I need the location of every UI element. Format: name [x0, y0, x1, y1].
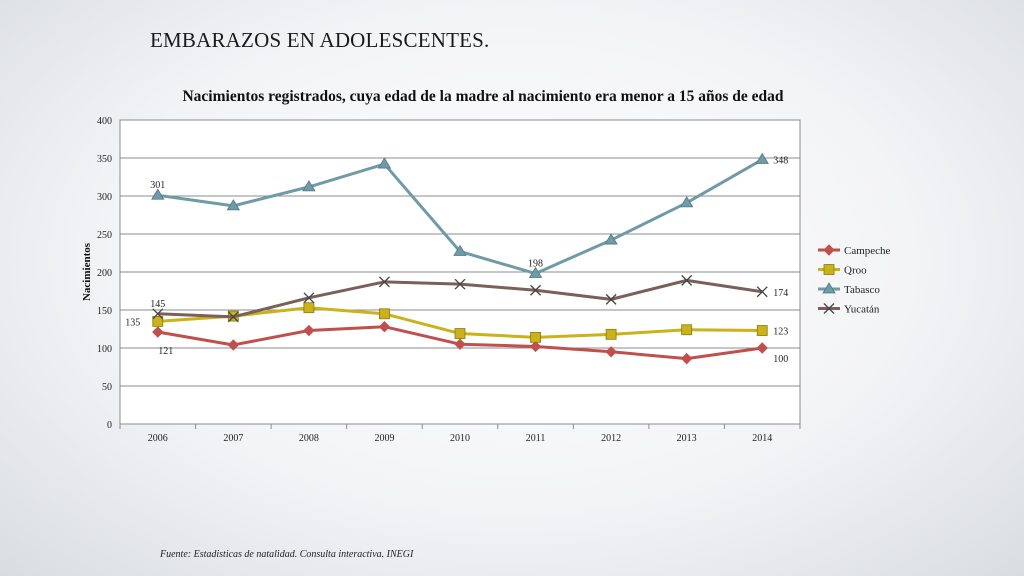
x-tick-label: 2010 [450, 433, 470, 444]
legend-label-campeche: Campeche [844, 245, 891, 257]
point-campeche [605, 346, 617, 358]
chart-title: Nacimientos registrados, cuya edad de la… [182, 88, 784, 105]
point-tabasco [302, 180, 316, 192]
point-yucatan [756, 286, 768, 298]
point-tabasco [377, 157, 392, 169]
point-campeche [680, 352, 693, 365]
y-tick-label: 250 [97, 230, 112, 241]
point-qroo [605, 328, 617, 340]
data-label: 301 [150, 180, 165, 191]
point-qroo [681, 324, 693, 336]
x-tick-label: 2011 [526, 433, 546, 444]
point-campeche [529, 340, 542, 353]
y-tick-label: 350 [97, 154, 112, 165]
y-tick-label: 50 [102, 382, 112, 393]
point-yucatan [378, 276, 390, 288]
x-tick-label: 2007 [223, 433, 243, 444]
point-campeche [378, 321, 391, 333]
data-label: 348 [773, 156, 788, 167]
x-tick-label: 2014 [752, 433, 772, 444]
point-campeche [303, 324, 315, 337]
legend-marker-yucatan [823, 303, 835, 314]
point-tabasco [604, 233, 618, 245]
point-qroo [530, 331, 541, 343]
point-tabasco [528, 266, 543, 278]
point-yucatan [454, 278, 466, 290]
legend-label-tabasco: Tabasco [844, 284, 880, 296]
y-tick-label: 0 [107, 420, 112, 431]
x-tick-label: 2009 [374, 433, 394, 444]
point-tabasco [679, 196, 694, 208]
point-tabasco [226, 199, 241, 211]
legend-label-yucatan: Yucatán [844, 304, 880, 316]
data-label: 198 [528, 259, 543, 270]
point-qroo [454, 328, 466, 339]
legend-marker-tabasco [822, 282, 836, 294]
source-note: Fuente: Estadisticas de natalidad. Consu… [160, 549, 414, 560]
point-qroo [303, 302, 315, 314]
data-label: 100 [773, 354, 788, 365]
legend-marker-qroo [823, 264, 835, 275]
x-tick-label: 2013 [677, 433, 697, 444]
point-yucatan [227, 311, 239, 323]
x-tick-label: 2008 [299, 433, 319, 444]
point-tabasco [755, 152, 769, 164]
y-tick-label: 100 [97, 344, 112, 355]
point-tabasco [453, 244, 467, 256]
y-axis-label: Nacimientos [81, 242, 93, 301]
data-label: 174 [773, 288, 788, 299]
point-campeche [756, 342, 768, 354]
point-campeche [454, 338, 466, 350]
point-yucatan [303, 292, 315, 304]
point-yucatan [681, 274, 693, 286]
point-qroo [756, 325, 768, 336]
point-qroo [152, 315, 164, 327]
y-tick-label: 400 [97, 116, 112, 127]
data-label: 135 [125, 317, 140, 328]
point-yucatan [530, 284, 542, 296]
data-label: 121 [158, 346, 173, 357]
point-qroo [379, 308, 390, 320]
x-tick-label: 2012 [601, 433, 621, 444]
y-tick-label: 200 [97, 268, 112, 279]
data-label: 123 [773, 327, 788, 338]
point-tabasco [151, 188, 165, 200]
point-campeche [152, 326, 164, 338]
y-tick-label: 150 [97, 306, 112, 317]
slide-title: EMBARAZOS EN ADOLESCENTES. [150, 28, 490, 52]
data-label: 145 [150, 299, 165, 310]
y-tick-label: 300 [97, 192, 112, 203]
x-tick-label: 2006 [148, 433, 168, 444]
point-yucatan [605, 293, 617, 305]
legend-label-qroo: Qroo [844, 265, 867, 277]
point-campeche [227, 339, 240, 351]
point-yucatan [152, 308, 164, 320]
legend-marker-campeche [823, 244, 835, 256]
